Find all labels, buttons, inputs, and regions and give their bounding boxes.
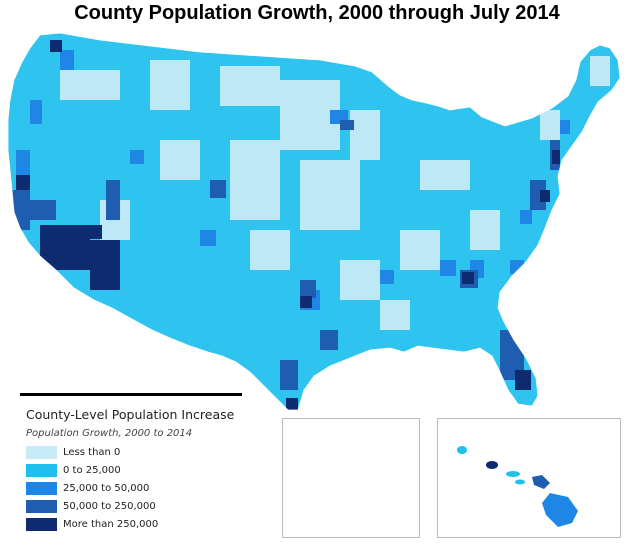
- hawaii-map: [457, 446, 578, 527]
- legend-swatch: [26, 446, 57, 459]
- legend-label: Less than 0: [63, 447, 121, 458]
- legend-label: 0 to 25,000: [63, 465, 121, 476]
- legend-title: County-Level Population Increase: [26, 407, 235, 422]
- legend-label: 25,000 to 50,000: [63, 483, 150, 494]
- county-choropleth: [8, 33, 620, 410]
- map-title: County Population Growth, 2000 through J…: [74, 2, 560, 24]
- legend-rule: [20, 393, 242, 396]
- legend-label: 50,000 to 250,000: [63, 501, 156, 512]
- alaska-inset: [282, 418, 420, 538]
- legend-swatch: [26, 464, 57, 477]
- us-outline: [7, 32, 621, 411]
- legend-label: More than 250,000: [63, 519, 159, 530]
- legend-swatch: [26, 482, 57, 495]
- legend-swatch: [26, 518, 57, 531]
- legend-swatch: [26, 500, 57, 513]
- hawaii-inset: [437, 418, 621, 538]
- legend-subtitle: Population Growth, 2000 to 2014: [26, 428, 193, 439]
